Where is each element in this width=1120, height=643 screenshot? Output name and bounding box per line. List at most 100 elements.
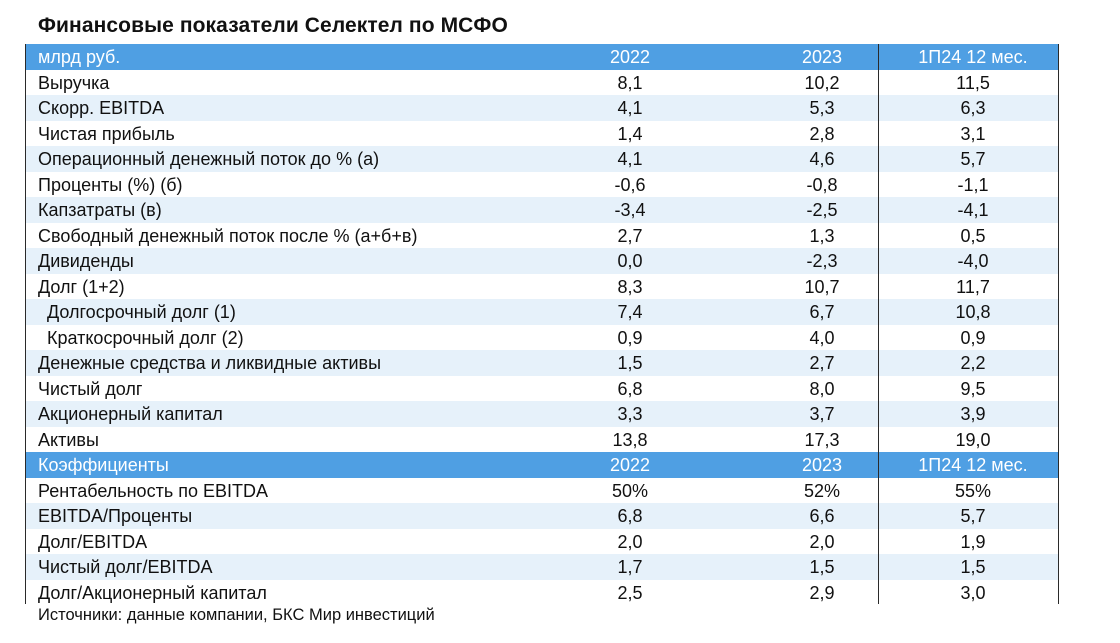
value-2023: -2,3: [806, 251, 838, 271]
row-label: Проценты (%) (б): [38, 174, 183, 195]
value-2022: 13,8: [612, 429, 648, 450]
table-row: Долг/EBITDA 2,0 2,0 1,9: [25, 529, 1058, 555]
value-2023: 5,3: [809, 98, 835, 118]
table-row: Дивиденды 0,0 -2,3 -4,0: [25, 248, 1058, 274]
row-label: Активы: [38, 429, 99, 450]
value-ltm: 6,3: [960, 98, 986, 118]
value-2022: -3,4: [614, 200, 646, 220]
value-2022: 50%: [611, 480, 649, 501]
value-ltm: 3,9: [960, 404, 986, 424]
value-ltm: -4,0: [957, 251, 989, 271]
value-2022: -0,6: [614, 174, 646, 195]
table-title: Финансовые показатели Селектел по МСФО: [38, 14, 508, 37]
table-row: Капзатраты (в) -3,4 -2,5 -4,1: [25, 197, 1058, 223]
value-2022: 1,5: [617, 353, 643, 373]
table-row: Чистая прибыль 1,4 2,8 3,1: [25, 121, 1058, 147]
value-2023: 2,8: [809, 123, 835, 144]
value-2023: 52%: [803, 480, 841, 501]
value-2022: 2,0: [617, 531, 643, 552]
row-label: Долг/EBITDA: [38, 531, 148, 552]
table-row: Акционерный капитал 3,3 3,7 3,9: [25, 401, 1058, 427]
header-col-2023: 2023: [801, 455, 843, 475]
header-col-2022: 2022: [609, 47, 651, 67]
value-ltm: 5,7: [960, 506, 986, 526]
value-2023: 8,0: [809, 378, 835, 399]
header-label: млрд руб.: [38, 47, 121, 67]
value-ltm: 11,7: [956, 276, 990, 297]
table-row: Долг (1+2) 8,3 10,7 11,7: [25, 274, 1058, 300]
value-2023: -0,8: [806, 174, 838, 195]
header-col-ltm: 1П24 12 мес.: [918, 455, 1028, 475]
value-2023: 4,6: [809, 149, 835, 169]
source-note: Источники: данные компании, БКС Мир инве…: [38, 606, 435, 624]
table-row: EBITDA/Проценты 6,8 6,6 5,7: [25, 503, 1058, 529]
header-col-2022: 2022: [609, 455, 651, 475]
value-2023: 4,0: [809, 327, 835, 348]
table-row: Краткосрочный долг (2) 0,9 4,0 0,9: [25, 325, 1058, 351]
row-label: Долг/Акционерный капитал: [38, 582, 267, 603]
value-ltm: 19,0: [955, 429, 991, 450]
value-ltm: -4,1: [957, 200, 989, 220]
row-label: Денежные средства и ликвидные активы: [38, 353, 382, 373]
row-label: Операционный денежный поток до % (а): [38, 149, 380, 169]
value-ltm: -1,1: [957, 174, 989, 195]
row-label: Долгосрочный долг (1): [47, 302, 236, 322]
value-2022: 8,1: [617, 72, 643, 93]
value-2022: 1,7: [617, 557, 643, 577]
table-row: Чистый долг 6,8 8,0 9,5: [25, 376, 1058, 402]
value-ltm: 9,5: [960, 378, 986, 399]
value-ltm: 2,2: [960, 353, 986, 373]
row-label: Выручка: [38, 72, 110, 93]
column-divider: [1058, 44, 1059, 604]
value-2022: 0,0: [617, 251, 643, 271]
row-label: EBITDA/Проценты: [38, 506, 193, 526]
row-label: Свободный денежный поток после % (а+б+в): [38, 225, 418, 246]
value-ltm: 11,5: [956, 72, 990, 93]
value-2022: 4,1: [617, 98, 643, 118]
value-2022: 8,3: [617, 276, 643, 297]
value-ltm: 3,0: [960, 582, 986, 603]
row-label: Рентабельность по EBITDA: [38, 480, 268, 501]
value-2023: 10,7: [804, 276, 840, 297]
column-divider: [878, 44, 879, 604]
value-2022: 7,4: [617, 302, 643, 322]
value-2022: 6,8: [617, 506, 643, 526]
row-label: Акционерный капитал: [38, 404, 223, 424]
value-ltm: 0,9: [960, 327, 986, 348]
value-2023: 17,3: [804, 429, 840, 450]
row-label: Чистая прибыль: [38, 123, 175, 144]
row-label: Скорр. EBITDA: [38, 98, 165, 118]
value-2023: -2,5: [806, 200, 838, 220]
value-2023: 2,9: [809, 582, 835, 603]
column-divider: [25, 44, 26, 604]
table-row: Долгосрочный долг (1) 7,4 6,7 10,8: [25, 299, 1058, 325]
value-2023: 2,0: [809, 531, 835, 552]
table-row: Выручка 8,1 10,2 11,5: [25, 70, 1058, 96]
table-row: Свободный денежный поток после % (а+б+в)…: [25, 223, 1058, 249]
value-2023: 6,6: [809, 506, 835, 526]
header-label: Коэффициенты: [38, 455, 169, 475]
ratios-header-row: Коэффициенты 2022 2023 1П24 12 мес.: [25, 452, 1058, 478]
value-2023: 10,2: [804, 72, 840, 93]
value-ltm: 55%: [954, 480, 992, 501]
value-2023: 2,7: [809, 353, 835, 373]
row-label: Чистый долг: [38, 378, 143, 399]
value-ltm: 1,5: [960, 557, 986, 577]
value-ltm: 1,9: [960, 531, 986, 552]
value-2023: 1,3: [809, 225, 835, 246]
value-2022: 3,3: [617, 404, 643, 424]
row-label: Капзатраты (в): [38, 200, 162, 220]
value-ltm: 10,8: [955, 302, 991, 322]
value-2023: 1,5: [809, 557, 835, 577]
header-col-2023: 2023: [801, 47, 843, 67]
value-2023: 6,7: [809, 302, 835, 322]
value-2022: 2,5: [617, 582, 643, 603]
table-row: Рентабельность по EBITDA 50% 52% 55%: [25, 478, 1058, 504]
row-label: Чистый долг/EBITDA: [38, 557, 213, 577]
financial-table: млрд руб. 2022 2023 1П24 12 мес. Выручка…: [25, 44, 1058, 605]
table-row: Активы 13,8 17,3 19,0: [25, 427, 1058, 453]
value-2022: 0,9: [617, 327, 643, 348]
value-2023: 3,7: [809, 404, 835, 424]
header-col-ltm: 1П24 12 мес.: [918, 47, 1028, 67]
value-2022: 2,7: [617, 225, 643, 246]
